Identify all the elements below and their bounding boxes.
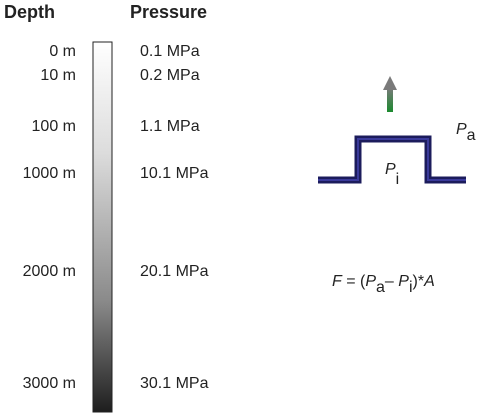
- depth-gradient-bar: [92, 41, 113, 413]
- depth-label: 3000 m: [23, 375, 76, 392]
- depth-label: 1000 m: [23, 165, 76, 182]
- pressure-header: Pressure: [130, 2, 207, 22]
- symbol: P: [385, 161, 396, 178]
- subscript: a: [467, 127, 476, 144]
- depth-label: 2000 m: [23, 263, 76, 280]
- formula-part: a: [376, 279, 385, 296]
- pressure-label: 0.1 MPa: [140, 43, 200, 60]
- formula-part: )*: [413, 273, 425, 290]
- outside-pressure-label: Pa: [456, 121, 476, 144]
- depth-label: 10 m: [40, 67, 76, 84]
- pressure-label: 30.1 MPa: [140, 375, 209, 392]
- pressure-label: 0.2 MPa: [140, 67, 200, 84]
- depth-label: 0 m: [49, 43, 76, 60]
- formula: F = (Pa– Pi)*A: [332, 273, 435, 296]
- formula-part: F: [332, 273, 343, 290]
- piston-highlight: [318, 138, 466, 181]
- subscript: i: [396, 171, 400, 188]
- inside-pressure-label: Pi: [385, 161, 399, 188]
- pressure-label: 20.1 MPa: [140, 263, 209, 280]
- depth-header: Depth: [4, 2, 55, 22]
- symbol: P: [456, 121, 467, 138]
- formula-part: A: [423, 273, 435, 290]
- depth-label: 100 m: [32, 118, 76, 135]
- formula-part: P: [398, 273, 409, 290]
- formula-part: –: [385, 273, 398, 290]
- formula-part: i: [409, 279, 413, 296]
- pressure-label: 10.1 MPa: [140, 165, 209, 182]
- formula-part: = (: [342, 273, 366, 290]
- formula-part: P: [365, 273, 376, 290]
- pressure-label: 1.1 MPa: [140, 118, 200, 135]
- force-arrow: [383, 76, 397, 112]
